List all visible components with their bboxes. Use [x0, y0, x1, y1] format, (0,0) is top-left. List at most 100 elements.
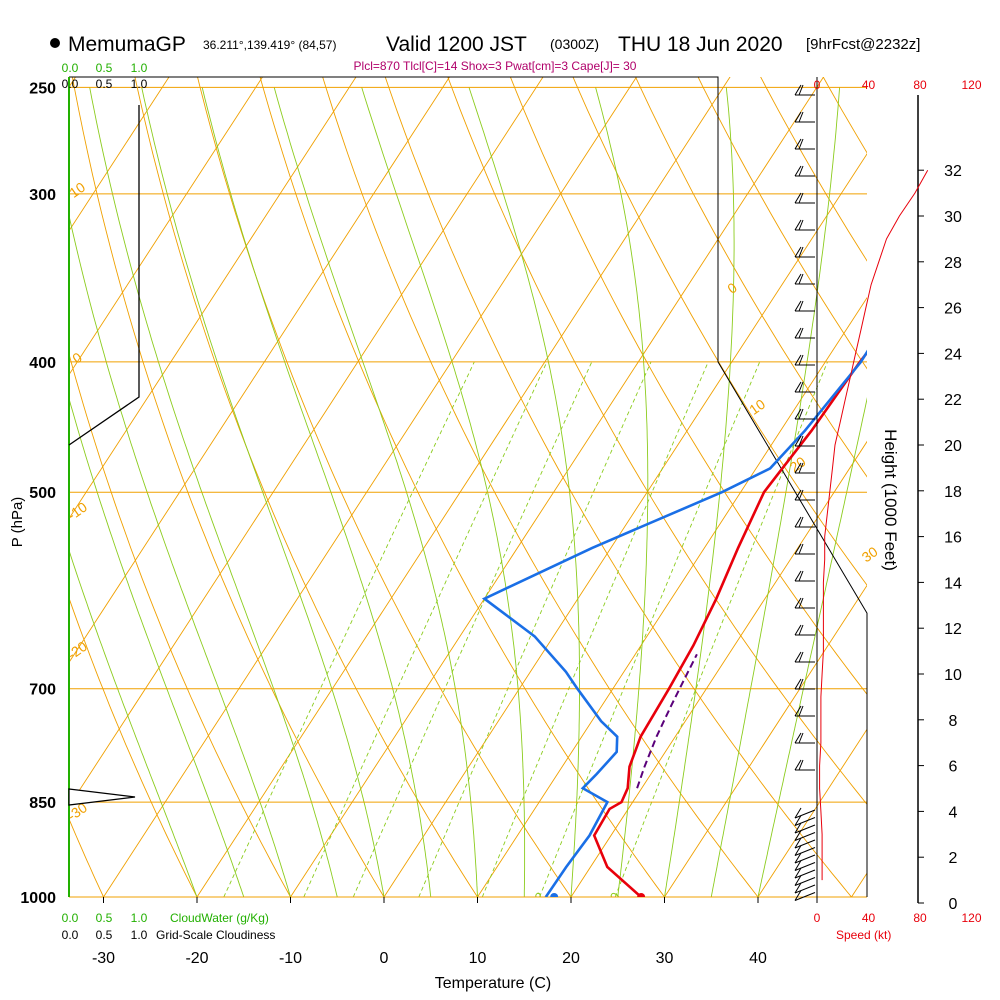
isotherm-line: [69, 77, 544, 808]
moist-adiabat-line: [595, 87, 649, 897]
sounding-series: [481, 349, 867, 897]
isotherm-line: [69, 77, 170, 232]
wind-barb-feather: [794, 327, 802, 339]
wind-barb-feather: [794, 860, 802, 871]
moist-adiabat-line: [69, 397, 245, 897]
height-tick-label: 20: [944, 438, 962, 455]
wind-barb-shaft: [794, 809, 816, 819]
dry-adiabat-line: [259, 77, 666, 897]
x-tick-label: -10: [279, 950, 302, 967]
pressure-label: 400: [29, 355, 56, 372]
wind-barb-feather: [798, 354, 804, 366]
mixing-ratio-label: 1: [212, 895, 228, 910]
speed-tick-top: 80: [913, 78, 927, 92]
mixing-ratio-line: [481, 361, 709, 897]
y-axis-label: P (hPa): [9, 497, 26, 548]
wind-barb-feather: [794, 875, 802, 886]
cloud-water-scale-bottom: 1.0: [131, 911, 148, 925]
wind-barb-feather: [794, 882, 802, 894]
cloudiness-scale-bottom: 1.0: [131, 928, 148, 942]
cloud-panel: 0.0 0.5 1.0 0.0 0.5 1.0 0.0 0.5 1.0 0.0 0.5 1.0: [62, 61, 148, 942]
wind-barb-feather: [794, 435, 802, 447]
isotherm-line: [664, 584, 867, 897]
speed-tick-bottom: 80: [913, 911, 927, 925]
pressure-label: 250: [29, 80, 56, 97]
dry-adiabat-line: [71, 77, 385, 897]
moist-adiabat-line: [710, 87, 841, 897]
mixing-ratio-label: 20: [603, 889, 624, 909]
wind-barb: [794, 837, 816, 849]
speed-tick-top: 40: [862, 78, 876, 92]
x-tick-label: 0: [380, 950, 389, 967]
mixing-ratio-label: 3: [341, 895, 357, 910]
wind-barb: [794, 882, 816, 894]
wind-barb: [794, 327, 815, 339]
speed-tick-top: 120: [961, 78, 981, 92]
isotherm-line: [69, 77, 77, 88]
wind-barb-feather: [794, 570, 802, 582]
height-tick-label: 6: [949, 759, 958, 776]
isotherm-line: [851, 872, 867, 897]
skewt-grid: 1 2 3 5 8 12 20: [0, 0, 1000, 926]
dry-adiabat-line: [69, 352, 292, 897]
moist-adiabat-line: [69, 548, 198, 897]
wind-barb-feather: [798, 165, 804, 177]
wind-barb-feather: [794, 830, 802, 841]
isotherm-line: [0, 0, 60, 897]
wind-barb-feather: [798, 138, 804, 150]
wind-barb: [794, 84, 815, 96]
wind-barb-feather: [794, 543, 802, 555]
wind-barb-feather: [798, 381, 804, 393]
dry-adiabat-line: [69, 596, 198, 897]
height-tick-label: 16: [944, 530, 962, 547]
wind-barb: [794, 705, 815, 717]
wind-barb-shaft: [794, 817, 816, 826]
wind-barb-feather: [798, 84, 804, 96]
wind-barb-shaft: [794, 869, 816, 879]
wind-barb: [794, 354, 815, 366]
wind-barb: [794, 489, 815, 501]
wind-barb-feather: [794, 300, 802, 312]
isotherm-line: [69, 77, 357, 520]
wind-barb-feather: [798, 300, 804, 312]
wind-barb-feather: [794, 822, 802, 834]
mixing-ratio-line: [223, 361, 475, 897]
dry-adiabat-line: [509, 77, 867, 696]
isotherm-line: [103, 77, 638, 897]
wind-barb-feather: [794, 845, 802, 856]
wind-barb: [794, 516, 815, 528]
wind-barb-feather: [794, 192, 802, 204]
wind-barb: [794, 822, 816, 834]
dry-adiabat-line: [322, 77, 759, 897]
wind-barb: [794, 678, 815, 690]
dry-adiabat-label: 0: [724, 279, 740, 297]
height-tick-label: 18: [944, 484, 962, 501]
moist-adiabat-line: [141, 87, 385, 897]
dry-adiabat-line: [69, 817, 104, 897]
cloudiness-scale-bottom: 0.0: [62, 928, 79, 942]
wind-barb-feather: [794, 219, 802, 231]
wind-barb-feather: [798, 732, 804, 744]
wind-barb-feather: [798, 408, 804, 420]
height-axis-label: Height (1000 Feet): [881, 429, 900, 571]
dry-adiabat-line: [938, 0, 1000, 926]
dry-adiabat-label: 30: [859, 543, 881, 565]
wind-barb: [794, 300, 815, 312]
moist-adiabat-line: [757, 397, 867, 897]
wind-barb-shaft: [794, 884, 816, 894]
app-name: MemumaGP: [68, 33, 186, 56]
height-tick-label: 24: [944, 346, 962, 363]
wind-barb: [794, 273, 815, 285]
wind-barb-feather: [798, 624, 804, 636]
x-tick-label: 20: [562, 950, 580, 967]
indices-line: Plcl=870 Tlcl[C]=14 Shox=3 Pwat[cm]=3 Ca…: [354, 59, 637, 73]
wind-barb-feather: [794, 815, 802, 826]
dewpoint-line: [481, 349, 867, 897]
cloud-water-scale-top: 0.0: [62, 61, 79, 75]
height-tick-label: 10: [944, 667, 962, 684]
cloudiness-scale-bottom: 0.5: [96, 928, 113, 942]
wind-barb: [794, 381, 815, 393]
wind-barb: [794, 759, 815, 771]
